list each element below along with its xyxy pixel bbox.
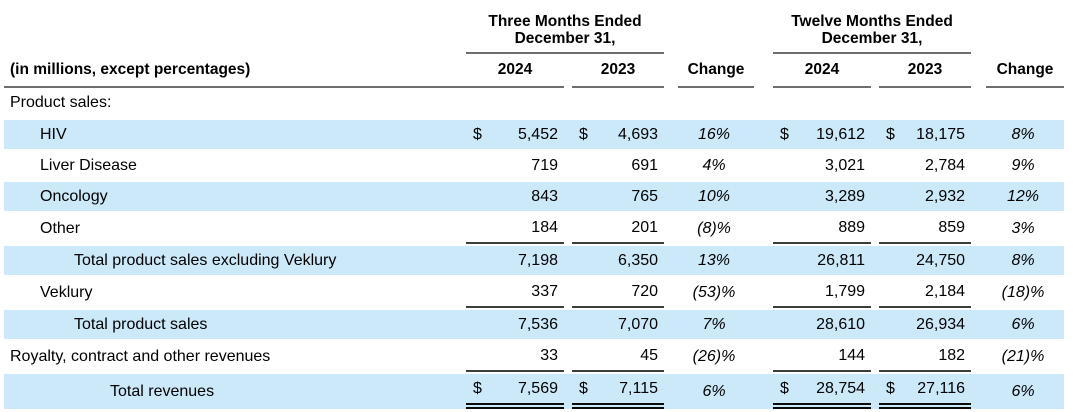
col-y-2024: 2024 bbox=[773, 54, 872, 88]
cell-q-change: 6% bbox=[678, 372, 755, 409]
cell-q-change: 7% bbox=[678, 308, 755, 339]
currency-symbol: $ bbox=[886, 125, 895, 143]
cell-q-2024: 33 bbox=[466, 339, 564, 372]
group-three-months-date: December 31, bbox=[466, 30, 665, 54]
cell-y-2023: $18,175 bbox=[879, 118, 972, 149]
table-row-liver-disease: Liver Disease 719 691 4% 3,021 2,784 9% bbox=[4, 149, 1065, 180]
cell-y-2023: 24,750 bbox=[879, 244, 972, 275]
cell-y-2024: 3,021 bbox=[773, 149, 872, 180]
row-label: Total revenues bbox=[4, 372, 466, 409]
cell-y-2023: 2,932 bbox=[879, 180, 972, 211]
cell-q-change: (53)% bbox=[678, 275, 755, 308]
header-columns: (in millions, except percentages) 2024 2… bbox=[4, 54, 1065, 88]
header-group-line1: Three Months Ended Twelve Months Ended bbox=[4, 6, 1064, 30]
cell-y-change: 6% bbox=[986, 372, 1065, 409]
col-q-2023: 2023 bbox=[572, 54, 665, 88]
corner-empty bbox=[4, 6, 466, 30]
cell-y-2023: 859 bbox=[879, 211, 972, 244]
cell-y-2024: 3,289 bbox=[773, 180, 872, 211]
cell-y-2024: 144 bbox=[773, 339, 872, 372]
cell-y-2024: 1,799 bbox=[773, 275, 872, 308]
cell-q-2024: $7,569 bbox=[466, 372, 564, 409]
currency-symbol: $ bbox=[579, 125, 588, 143]
group-twelve-months-date: December 31, bbox=[773, 30, 972, 54]
cell-y-2023: 2,784 bbox=[879, 149, 972, 180]
currency-symbol: $ bbox=[473, 379, 482, 397]
table-row-total-excl-veklury: Total product sales excluding Veklury 7,… bbox=[4, 244, 1065, 275]
row-label: HIV bbox=[4, 118, 466, 149]
cell-q-change: 13% bbox=[678, 244, 755, 275]
cell-q-2024: 337 bbox=[466, 275, 564, 308]
row-label: Total product sales excluding Veklury bbox=[4, 244, 466, 275]
currency-symbol: $ bbox=[780, 125, 789, 143]
cell-y-2024: 889 bbox=[773, 211, 872, 244]
row-label: Veklury bbox=[4, 275, 466, 308]
cell-y-2023: 2,184 bbox=[879, 275, 972, 308]
cell-y-change: 3% bbox=[986, 211, 1065, 244]
cell-q-2023: 45 bbox=[572, 339, 665, 372]
cell-q-2024: $5,452 bbox=[466, 118, 564, 149]
row-label: Other bbox=[4, 211, 466, 244]
cell-q-change: 10% bbox=[678, 180, 755, 211]
cell-q-change: 16% bbox=[678, 118, 755, 149]
row-label: Product sales: bbox=[10, 94, 112, 112]
currency-symbol: $ bbox=[780, 379, 789, 397]
cell-q-2024: 719 bbox=[466, 149, 564, 180]
table-row-royalty: Royalty, contract and other revenues 33 … bbox=[4, 339, 1065, 372]
row-label: Total product sales bbox=[4, 308, 466, 339]
units-note: (in millions, except percentages) bbox=[4, 54, 466, 88]
table-row-total-product-sales: Total product sales 7,536 7,070 7% 28,61… bbox=[4, 308, 1065, 339]
cell-y-2024: $28,754 bbox=[773, 372, 872, 409]
cell-q-2023: 765 bbox=[572, 180, 665, 211]
group-twelve-months-title: Twelve Months Ended bbox=[791, 12, 953, 30]
cell-q-change: 4% bbox=[678, 149, 755, 180]
currency-symbol: $ bbox=[886, 379, 895, 397]
table-row-other: Other 184 201 (8)% 889 859 3% bbox=[4, 211, 1065, 244]
cell-q-change: (26)% bbox=[678, 339, 755, 372]
col-y-2023: 2023 bbox=[879, 54, 972, 88]
cell-y-2023: $27,116 bbox=[879, 372, 972, 409]
col-y-change: Change bbox=[986, 54, 1065, 88]
header-group-line2: December 31, December 31, bbox=[4, 30, 1064, 54]
group-three-months-title: Three Months Ended bbox=[488, 12, 642, 30]
row-label: Royalty, contract and other revenues bbox=[4, 339, 466, 372]
cell-q-2023: 7,070 bbox=[572, 308, 665, 339]
cell-q-2023: $4,693 bbox=[572, 118, 665, 149]
cell-y-change: (21)% bbox=[986, 339, 1065, 372]
currency-symbol: $ bbox=[473, 125, 482, 143]
col-q-change: Change bbox=[678, 54, 755, 88]
col-q-2024: 2024 bbox=[466, 54, 564, 88]
cell-y-change: 6% bbox=[986, 308, 1065, 339]
cell-q-2023: 691 bbox=[572, 149, 665, 180]
cell-q-2023: $7,115 bbox=[572, 372, 665, 409]
cell-y-change: 12% bbox=[986, 180, 1065, 211]
table-row-veklury: Veklury 337 720 (53)% 1,799 2,184 (18)% bbox=[4, 275, 1065, 308]
cell-y-change: 8% bbox=[986, 244, 1065, 275]
cell-y-change: (18)% bbox=[986, 275, 1065, 308]
table-row-oncology: Oncology 843 765 10% 3,289 2,932 12% bbox=[4, 180, 1065, 211]
cell-y-change: 8% bbox=[986, 118, 1065, 149]
cell-q-2024: 7,536 bbox=[466, 308, 564, 339]
table-row-product-sales-header: Product sales: bbox=[4, 88, 1064, 118]
cell-y-2023: 26,934 bbox=[879, 308, 972, 339]
cell-q-2023: 6,350 bbox=[572, 244, 665, 275]
cell-q-2023: 720 bbox=[572, 275, 665, 308]
cell-q-2023: 201 bbox=[572, 211, 665, 244]
currency-symbol: $ bbox=[579, 379, 588, 397]
row-label: Liver Disease bbox=[4, 149, 466, 180]
cell-y-change: 9% bbox=[986, 149, 1065, 180]
cell-q-2024: 7,198 bbox=[466, 244, 564, 275]
revenue-table: Three Months Ended Twelve Months Ended D… bbox=[4, 6, 1065, 409]
cell-y-2024: $19,612 bbox=[773, 118, 872, 149]
table-row-total-revenues: Total revenues $7,569 $7,115 6% $28,754 … bbox=[4, 372, 1065, 409]
cell-y-2023: 182 bbox=[879, 339, 972, 372]
cell-y-2024: 26,811 bbox=[773, 244, 872, 275]
row-label: Oncology bbox=[4, 180, 466, 211]
table-row-hiv: HIV $5,452 $4,693 16% $19,612 $18,175 8% bbox=[4, 118, 1065, 149]
cell-y-2024: 28,610 bbox=[773, 308, 872, 339]
cell-q-2024: 184 bbox=[466, 211, 564, 244]
cell-q-2024: 843 bbox=[466, 180, 564, 211]
cell-q-change: (8)% bbox=[678, 211, 755, 244]
